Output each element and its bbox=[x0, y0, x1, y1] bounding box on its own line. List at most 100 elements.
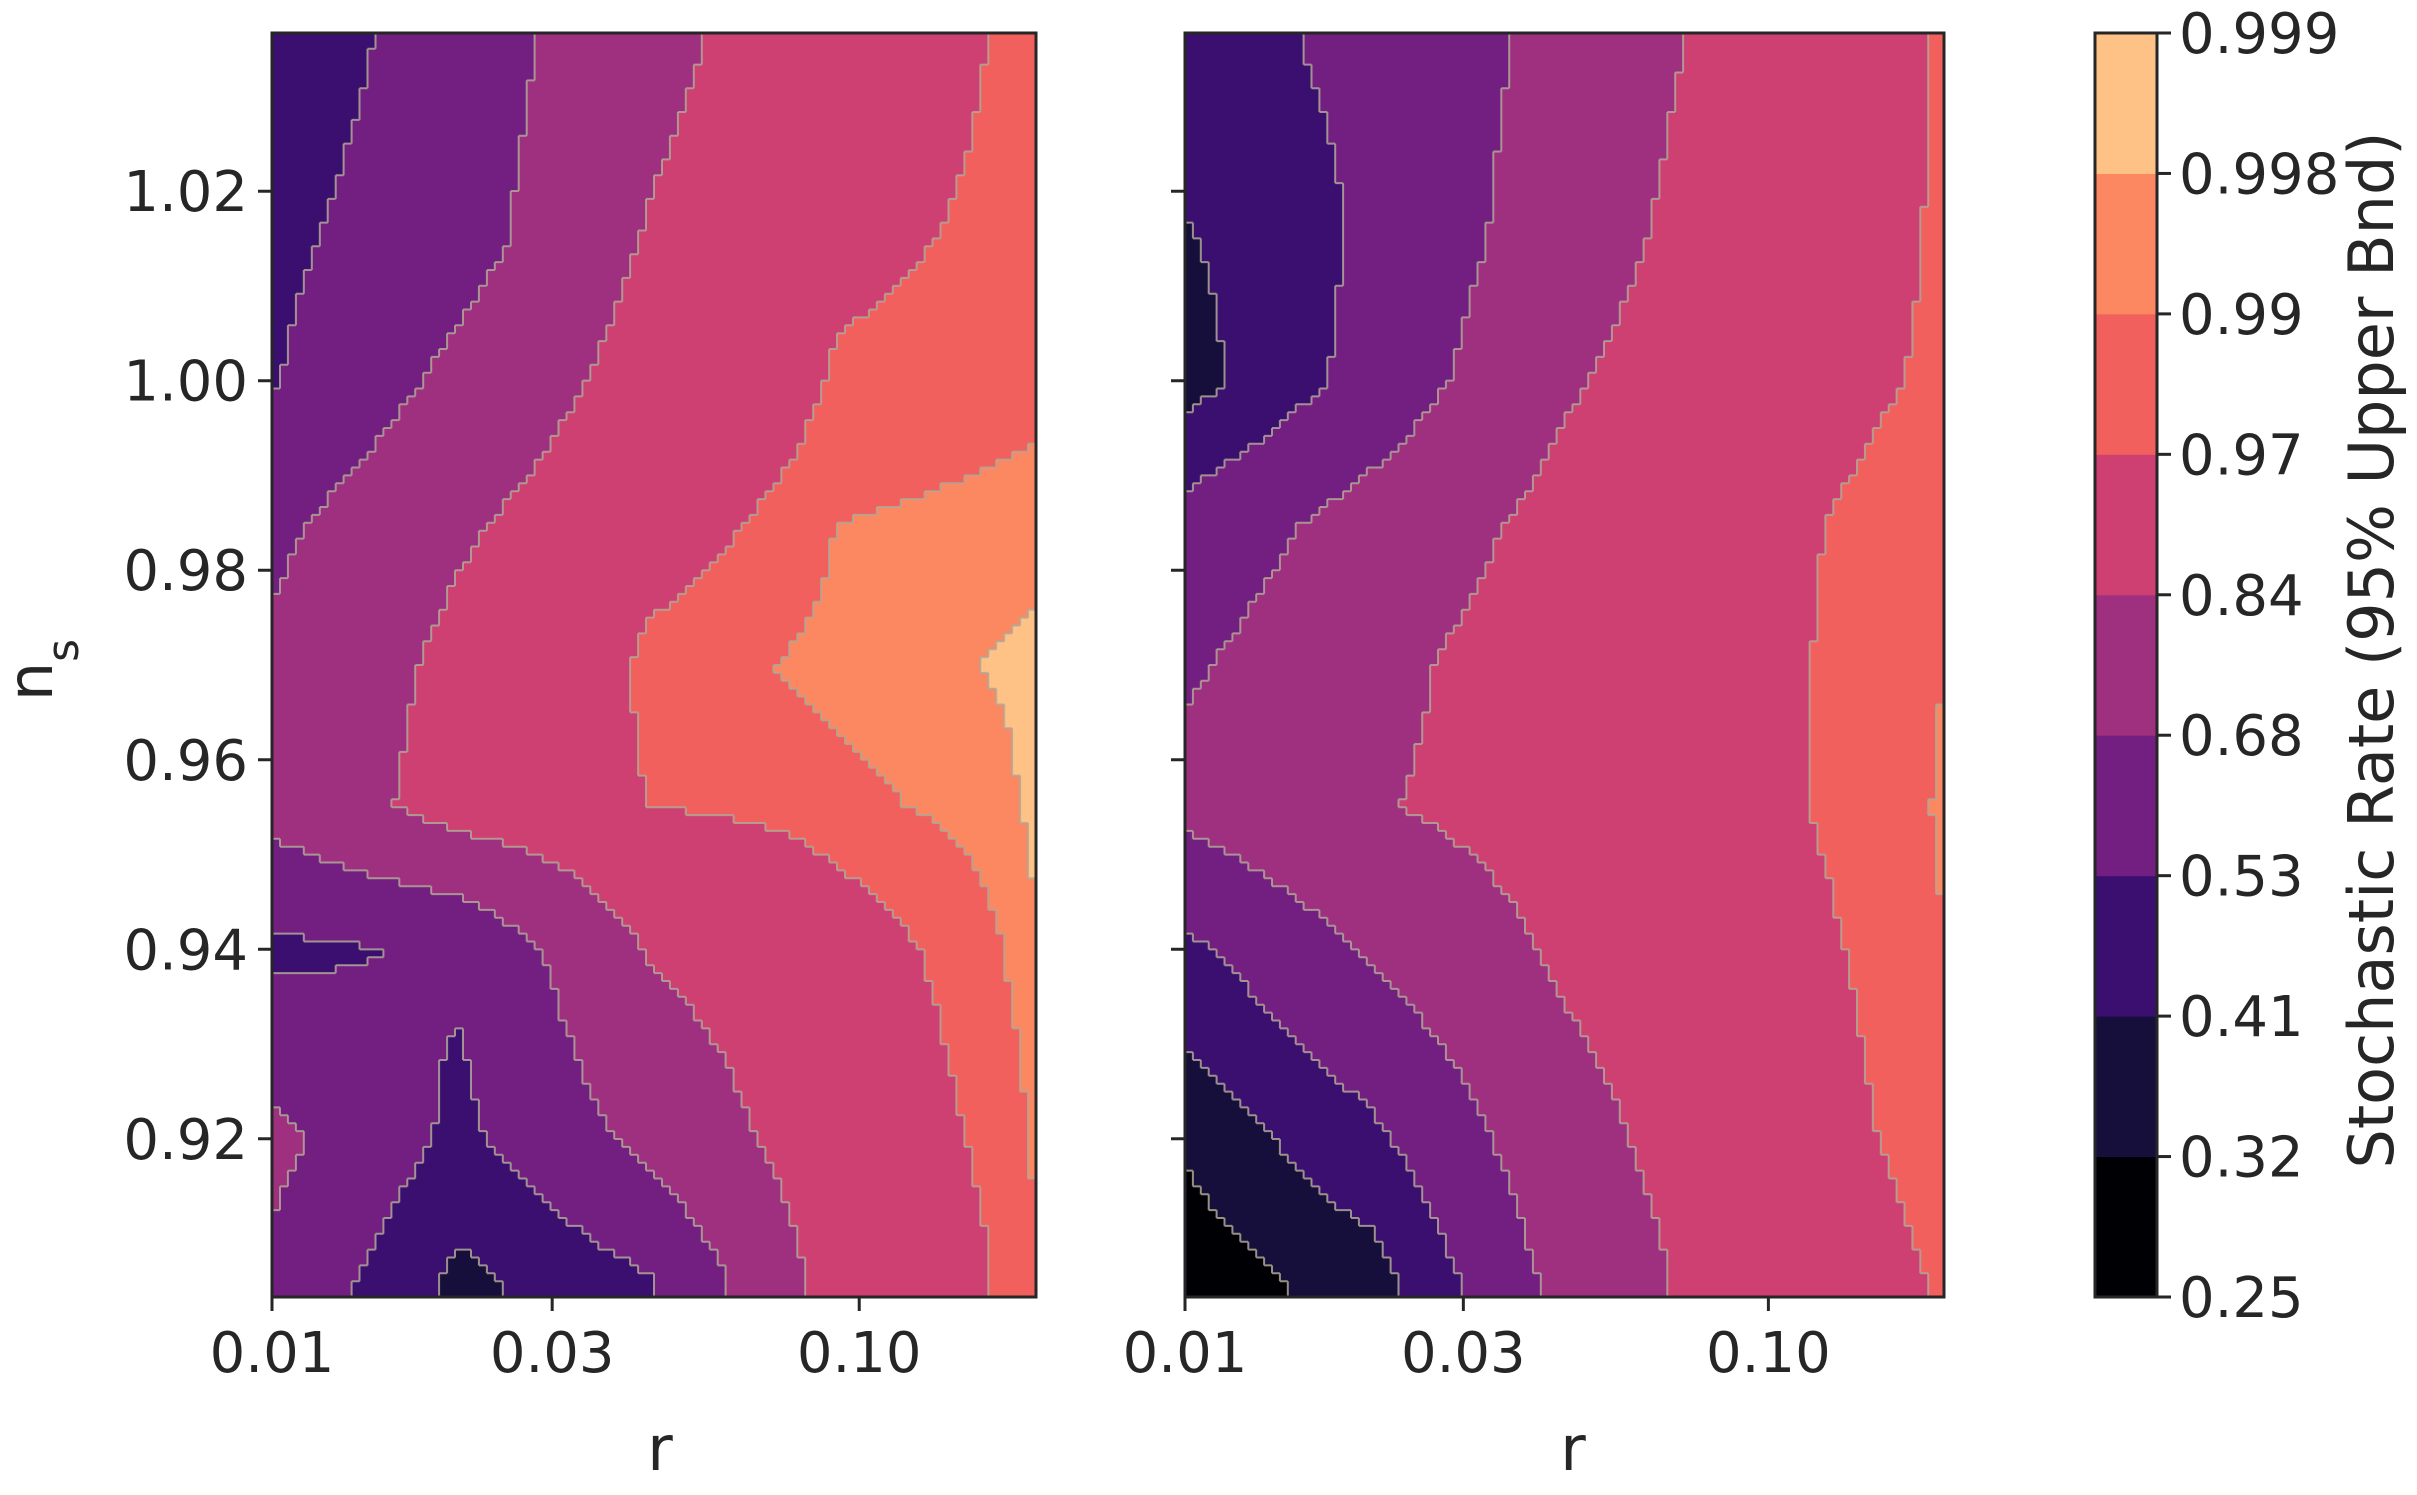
contour-cell bbox=[1651, 214, 1921, 224]
contour-cell bbox=[1192, 483, 1352, 492]
contour-cell bbox=[272, 230, 321, 239]
contour-cell bbox=[1509, 1186, 1645, 1195]
contour-cell bbox=[837, 728, 1013, 737]
contour-cell bbox=[860, 751, 1013, 761]
contour-cell bbox=[1904, 372, 1945, 382]
contour-cell bbox=[272, 1170, 289, 1180]
contour-cell bbox=[1185, 657, 1218, 666]
contour-cell bbox=[470, 1075, 583, 1085]
contour-cell bbox=[1556, 428, 1874, 437]
contour-cell bbox=[272, 1265, 361, 1274]
contour-cell bbox=[1430, 404, 1573, 413]
contour-cell bbox=[1477, 854, 1827, 864]
contour-cell bbox=[1564, 1004, 1858, 1014]
contour-cell bbox=[1453, 372, 1589, 382]
contour-cell bbox=[1501, 143, 1668, 153]
contour-cell bbox=[590, 364, 830, 374]
contour-cell bbox=[272, 356, 289, 366]
contour-cell bbox=[1438, 388, 1581, 397]
contour-cell bbox=[1809, 791, 1937, 800]
contour-cell bbox=[431, 1123, 480, 1132]
contour-cell bbox=[359, 941, 536, 950]
contour-cell bbox=[1216, 657, 1439, 666]
contour-cell bbox=[1485, 254, 1645, 263]
contour-cell bbox=[1185, 309, 1218, 318]
contour-cell bbox=[741, 1099, 958, 1108]
contour-cell bbox=[272, 680, 416, 690]
contour-cell bbox=[1012, 988, 1037, 998]
contour-cell bbox=[295, 1154, 424, 1164]
contour-cell bbox=[1271, 1131, 1392, 1140]
contour-cell bbox=[558, 1210, 687, 1219]
contour-cell bbox=[1849, 957, 1945, 966]
contour-cell bbox=[502, 1154, 639, 1164]
contour-cell bbox=[1864, 1044, 1945, 1053]
contour-cell bbox=[1501, 88, 1676, 97]
contour-cell bbox=[1185, 119, 1328, 129]
contour-cell bbox=[1185, 198, 1344, 208]
contour-cell bbox=[1857, 996, 1945, 1006]
contour-cell bbox=[1185, 538, 1289, 548]
contour-cell bbox=[1185, 1012, 1273, 1022]
contour-cell bbox=[988, 48, 1037, 58]
contour-cell bbox=[1004, 973, 1037, 982]
contour-cell bbox=[1453, 1060, 1597, 1069]
contour-cell bbox=[407, 728, 639, 737]
contour-cell bbox=[1809, 815, 1937, 824]
contour-cell bbox=[1185, 206, 1344, 216]
contour-cell bbox=[272, 372, 281, 382]
contour-cell bbox=[526, 96, 687, 105]
contour-cell bbox=[272, 1107, 281, 1116]
contour-cell bbox=[646, 791, 902, 800]
contour-cell bbox=[391, 420, 560, 429]
contour-cell bbox=[272, 80, 369, 89]
contour-cell bbox=[272, 135, 353, 145]
contour-cell bbox=[272, 886, 432, 895]
contour-cell bbox=[1185, 301, 1218, 311]
contour-cell bbox=[272, 751, 400, 761]
contour-cell bbox=[1185, 744, 1415, 753]
contour-cell bbox=[295, 538, 480, 548]
contour-cell bbox=[272, 815, 424, 824]
contour-cell bbox=[1857, 988, 1945, 998]
contour-cell bbox=[630, 270, 910, 279]
contour-cell bbox=[526, 104, 687, 113]
contour-cell bbox=[701, 1225, 798, 1235]
contour-cell bbox=[470, 1067, 583, 1077]
y-tick-label: 0.96 bbox=[123, 729, 248, 794]
contour-cell bbox=[407, 744, 639, 753]
contour-cell bbox=[940, 1004, 1013, 1014]
contour-cell bbox=[272, 1178, 289, 1187]
contour-cell bbox=[876, 507, 1037, 516]
contour-cell bbox=[1028, 1131, 1037, 1140]
contour-cell bbox=[1430, 1028, 1581, 1037]
contour-cell bbox=[654, 965, 926, 974]
contour-cell bbox=[1461, 325, 1613, 334]
contour-cell bbox=[494, 909, 615, 919]
contour-cell bbox=[1185, 767, 1415, 777]
contour-cell bbox=[789, 680, 989, 690]
contour-cell bbox=[1185, 412, 1289, 421]
contour-cell bbox=[1185, 1107, 1249, 1116]
contour-cell bbox=[1453, 364, 1597, 374]
contour-cell bbox=[1200, 1186, 1320, 1195]
colorbar-segment bbox=[2095, 454, 2157, 596]
contour-cell bbox=[837, 333, 1037, 342]
contour-cell bbox=[367, 64, 536, 74]
contour-cell bbox=[1390, 981, 1558, 990]
contour-cell bbox=[646, 222, 942, 232]
contour-cell bbox=[988, 680, 1037, 690]
contour-cell bbox=[1208, 941, 1352, 950]
contour-cell bbox=[272, 404, 400, 413]
contour-cell bbox=[447, 341, 599, 350]
contour-cell bbox=[303, 522, 488, 532]
contour-cell bbox=[614, 1131, 759, 1140]
contour-cell bbox=[845, 870, 981, 879]
contour-cell bbox=[733, 815, 934, 824]
colorbar-segment bbox=[2095, 875, 2157, 1017]
contour-cell bbox=[407, 736, 639, 745]
contour-cell bbox=[1928, 56, 1945, 66]
contour-cell bbox=[1028, 1170, 1037, 1180]
contour-cell bbox=[272, 64, 369, 74]
contour-cell bbox=[1240, 973, 1384, 982]
